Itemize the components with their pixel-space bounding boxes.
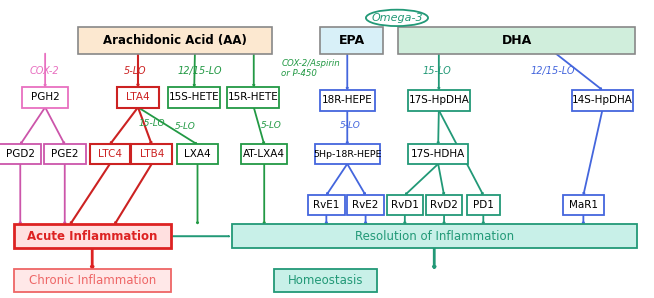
FancyBboxPatch shape [0,144,41,164]
Text: 12/15-LO: 12/15-LO [177,66,222,76]
Text: 14S-HpDHA: 14S-HpDHA [572,95,633,105]
FancyBboxPatch shape [117,87,159,108]
FancyBboxPatch shape [408,144,468,164]
Text: 5Hp-18R-HEPE: 5Hp-18R-HEPE [313,150,381,159]
Text: 12/15-LO: 12/15-LO [530,66,575,76]
FancyBboxPatch shape [347,195,384,215]
Text: 15S-HETE: 15S-HETE [169,92,220,102]
FancyBboxPatch shape [320,90,375,111]
Text: DHA: DHA [502,34,532,47]
FancyBboxPatch shape [14,224,171,248]
Text: RvD1: RvD1 [391,200,419,210]
FancyBboxPatch shape [131,144,172,164]
FancyBboxPatch shape [572,90,633,111]
Text: Acute Inflammation: Acute Inflammation [27,230,158,243]
Text: 5-LO: 5-LO [339,121,360,130]
Text: LTC4: LTC4 [98,149,122,159]
Text: 5-LO: 5-LO [261,121,282,130]
FancyBboxPatch shape [177,144,218,164]
Text: Homeostasis: Homeostasis [288,274,363,287]
Text: Arachidonic Acid (AA): Arachidonic Acid (AA) [103,34,247,47]
FancyBboxPatch shape [467,195,500,215]
Text: LXA4: LXA4 [184,149,211,159]
FancyBboxPatch shape [90,144,130,164]
Text: RvE1: RvE1 [313,200,339,210]
Text: PGH2: PGH2 [31,92,60,102]
Text: 15R-HETE: 15R-HETE [228,92,279,102]
FancyBboxPatch shape [408,90,470,111]
Text: 17S-HDHA: 17S-HDHA [411,149,465,159]
FancyBboxPatch shape [14,269,171,292]
Text: Resolution of Inflammation: Resolution of Inflammation [354,230,514,243]
Text: PGD2: PGD2 [6,149,35,159]
FancyBboxPatch shape [274,269,377,292]
FancyBboxPatch shape [241,144,287,164]
Text: LTA4: LTA4 [126,92,150,102]
Text: COX-2/Aspirin
or P-450: COX-2/Aspirin or P-450 [281,59,340,78]
Text: RvE2: RvE2 [353,200,379,210]
FancyBboxPatch shape [320,27,383,54]
FancyBboxPatch shape [227,87,279,108]
Text: AT-LXA4: AT-LXA4 [243,149,285,159]
Text: LTB4: LTB4 [139,149,164,159]
Ellipse shape [366,10,428,26]
Text: Omega-3: Omega-3 [371,13,422,23]
Text: 15-LO: 15-LO [422,66,451,76]
Text: MaR1: MaR1 [569,200,598,210]
FancyBboxPatch shape [168,87,220,108]
Text: 5-LO: 5-LO [124,66,146,76]
Text: PD1: PD1 [473,200,494,210]
Text: PGE2: PGE2 [51,149,78,159]
Text: 17S-HpDHA: 17S-HpDHA [408,95,470,105]
Text: 5-LO: 5-LO [175,122,196,131]
Text: 18R-HEPE: 18R-HEPE [322,95,373,105]
FancyBboxPatch shape [44,144,86,164]
Text: COX-2: COX-2 [29,66,60,76]
FancyBboxPatch shape [232,224,637,248]
Text: 15-LO: 15-LO [138,119,165,128]
Text: EPA: EPA [339,34,364,47]
Text: RvD2: RvD2 [430,200,458,210]
FancyBboxPatch shape [78,27,272,54]
Text: Chronic Inflammation: Chronic Inflammation [29,274,156,287]
FancyBboxPatch shape [398,27,635,54]
FancyBboxPatch shape [563,195,604,215]
FancyBboxPatch shape [308,195,345,215]
FancyBboxPatch shape [315,144,380,164]
FancyBboxPatch shape [22,87,68,108]
FancyBboxPatch shape [387,195,423,215]
FancyBboxPatch shape [426,195,462,215]
